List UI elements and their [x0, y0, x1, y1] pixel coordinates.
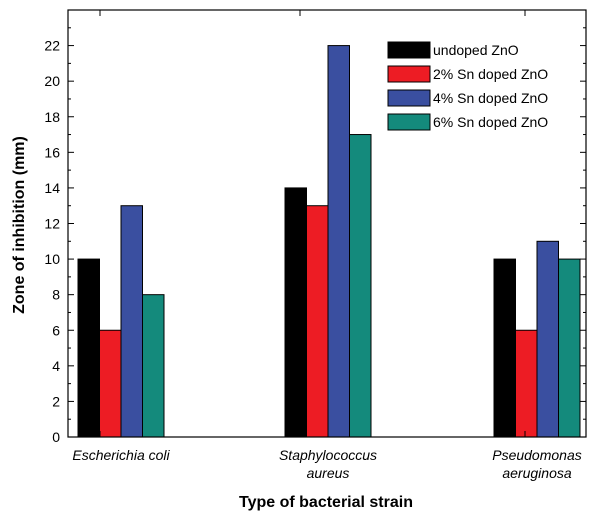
y-tick-label: 22 — [44, 38, 60, 54]
legend-label: 2% Sn doped ZnO — [433, 66, 548, 82]
y-tick-label: 4 — [52, 358, 60, 374]
legend-swatch — [387, 41, 431, 59]
legend-swatch — [387, 89, 431, 107]
y-tick-label: 2 — [52, 393, 60, 409]
y-tick-label: 12 — [44, 216, 60, 232]
y-tick-label: 20 — [44, 73, 60, 89]
y-tick-label: 8 — [52, 287, 60, 303]
bar-3-2 — [327, 45, 350, 438]
y-tick-label: 0 — [52, 429, 60, 445]
x-category-label: aeruginosa — [502, 465, 571, 481]
bar-2-2 — [306, 205, 329, 438]
legend-label: 6% Sn doped ZnO — [433, 114, 548, 130]
bar-4-3 — [558, 258, 581, 438]
bar-3-1 — [120, 205, 143, 438]
y-tick-label: 18 — [44, 109, 60, 125]
x-axis-title: Type of bacterial strain — [239, 494, 413, 511]
legend-label: undoped ZnO — [433, 42, 519, 58]
x-category-label: Escherichia coli — [72, 447, 170, 463]
axes-layer: 0 2 4 6 8 10 12 14 16 18 20 22 Escherichia coli Staph… — [44, 9, 587, 481]
bar-1-1 — [77, 258, 100, 438]
y-tick-label: 10 — [44, 251, 60, 267]
x-category-label: Pseudomonas — [492, 447, 582, 463]
legend: undoped ZnO 2% Sn doped ZnO 4% Sn doped Zn… — [387, 41, 548, 131]
y-tick-label: 16 — [44, 144, 60, 160]
x-category-label: Staphylococcus — [279, 447, 377, 463]
bar-4-1 — [142, 294, 165, 438]
legend-label: 4% Sn doped ZnO — [433, 90, 548, 106]
y-tick-label: 14 — [44, 180, 60, 196]
bar-1-2 — [284, 187, 307, 438]
y-tick-label: 6 — [52, 322, 60, 338]
y-axis-title: Zone of inhibition (mm) — [11, 136, 28, 314]
bar-1-3 — [493, 258, 516, 438]
bar-2-1 — [99, 329, 122, 438]
bar-3-3 — [536, 240, 559, 438]
legend-swatch — [387, 113, 431, 131]
bars-layer — [77, 45, 581, 438]
bar-2-3 — [515, 329, 538, 438]
x-category-label: aureus — [307, 465, 350, 481]
bar-4-2 — [349, 134, 372, 438]
legend-swatch — [387, 65, 431, 83]
